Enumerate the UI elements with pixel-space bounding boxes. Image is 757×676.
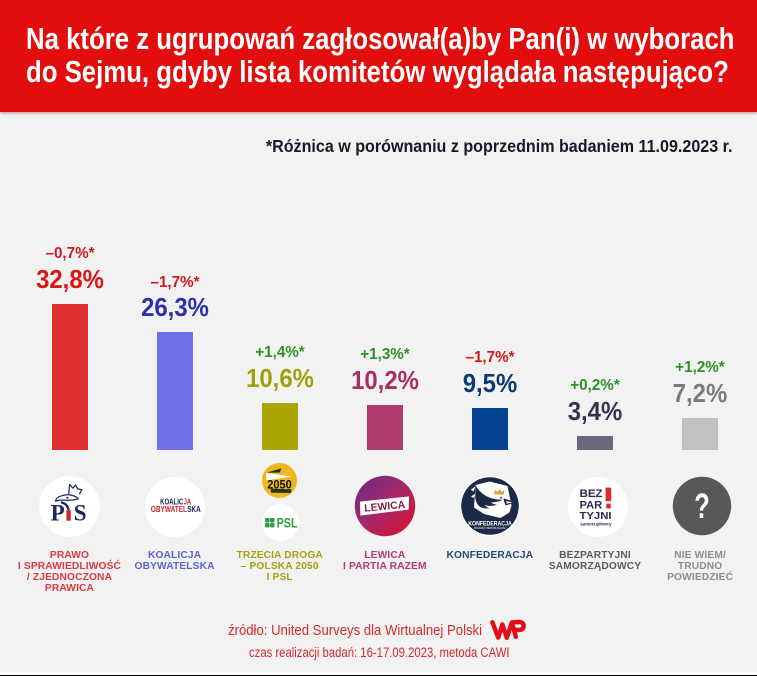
svg-text:PSL: PSL	[276, 515, 297, 530]
svg-text:2050: 2050	[267, 478, 291, 491]
svg-text:P: P	[51, 501, 65, 526]
svg-text:LEWICA: LEWICA	[364, 499, 406, 515]
svg-text:JA: JA	[184, 497, 192, 506]
svg-text:S: S	[74, 501, 87, 526]
svg-text:KONFEDERACJA: KONFEDERACJA	[468, 521, 512, 528]
svg-text:WOLNOŚĆ I NIEPODLEGŁOŚĆ: WOLNOŚĆ I NIEPODLEGŁOŚĆ	[474, 525, 506, 530]
svg-text:?: ?	[694, 487, 710, 526]
svg-text:BEZ: BEZ	[580, 488, 603, 500]
svg-text:OBYWATEL: OBYWATEL	[151, 505, 187, 514]
svg-text:PAR: PAR	[580, 500, 603, 512]
svg-text:SKA: SKA	[187, 505, 200, 514]
svg-text:TYJNI: TYJNI	[580, 511, 612, 522]
svg-text:KOALIC: KOALIC	[160, 497, 183, 506]
svg-text:samorządowcy: samorządowcy	[580, 522, 611, 528]
